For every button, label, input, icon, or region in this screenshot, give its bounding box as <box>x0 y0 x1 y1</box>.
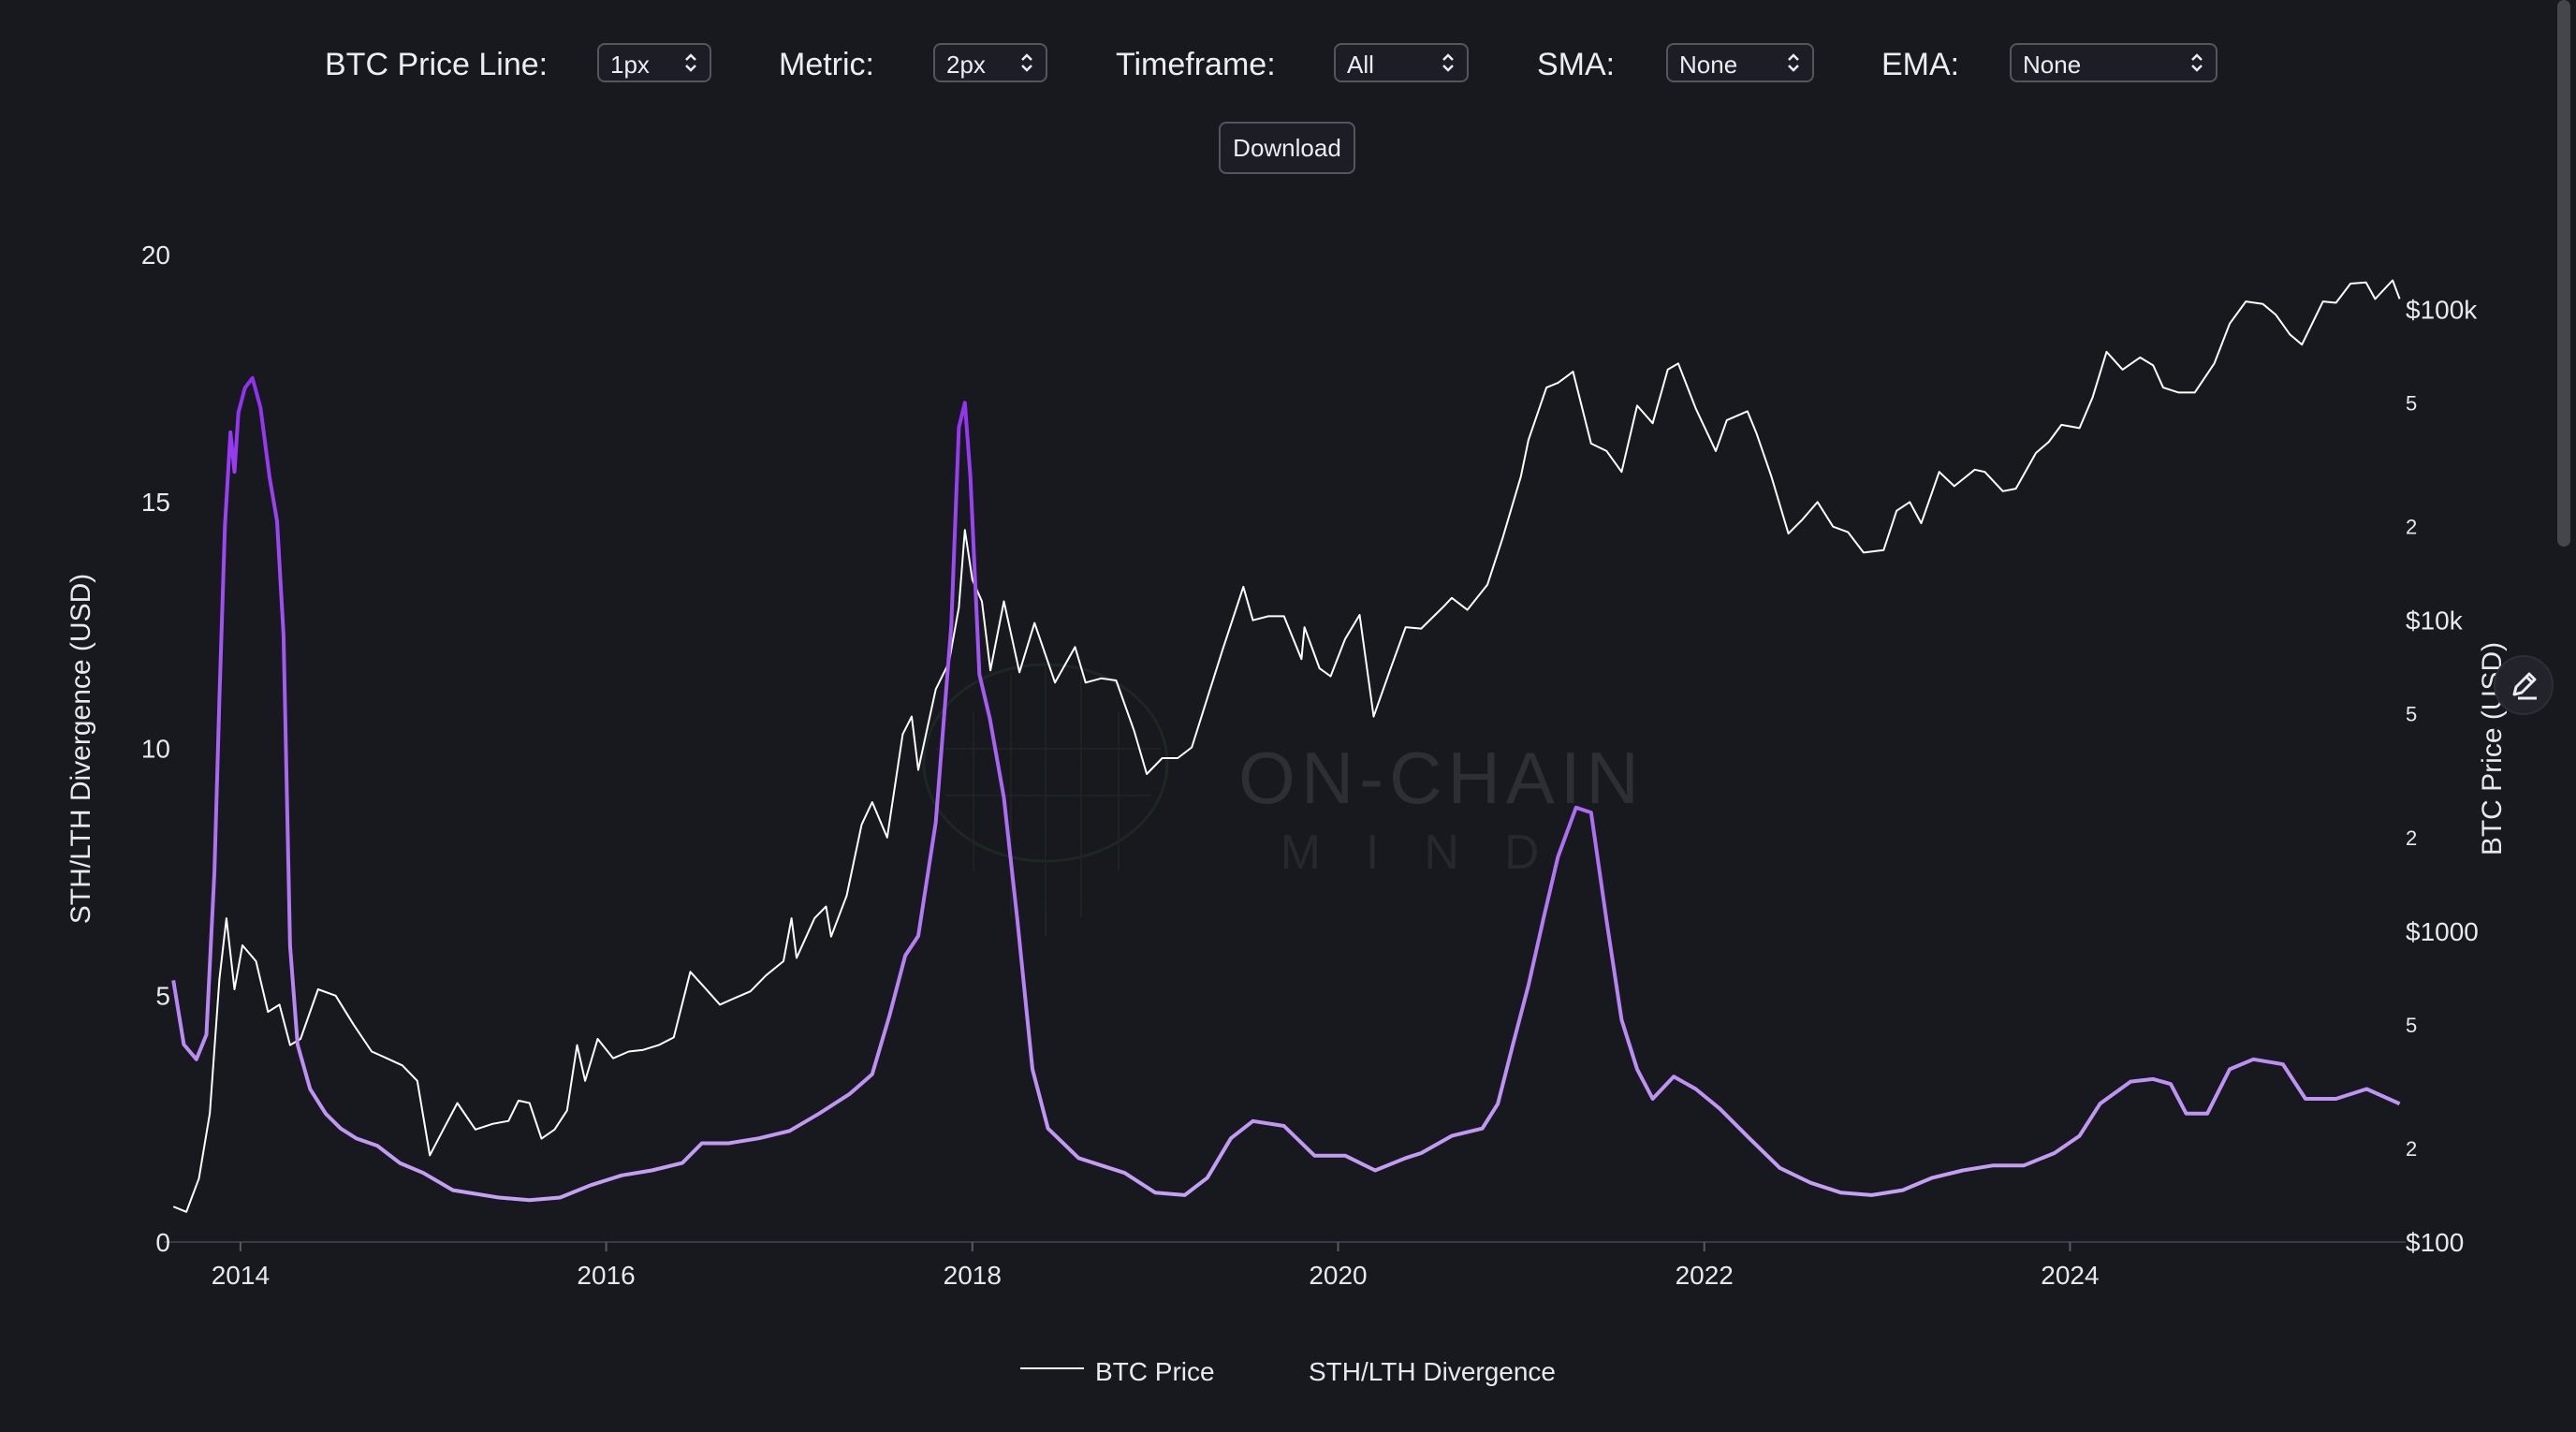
x-tick-label: 2020 <box>1309 1261 1367 1290</box>
btc-price-line-label: BTC Price Line: <box>325 47 549 82</box>
x-axis: 2014 2016 2018 2020 2022 2024 <box>212 1242 2100 1290</box>
scrollbar[interactable] <box>2557 0 2570 547</box>
pencil-icon <box>2512 672 2537 700</box>
y2-tick-label: $1000 <box>2406 917 2479 946</box>
y-tick-label: 0 <box>155 1228 170 1257</box>
series-divergence-line <box>171 375 2401 1203</box>
x-tick-label: 2024 <box>2041 1261 2099 1290</box>
y-tick-label: 5 <box>155 981 170 1010</box>
btc-price-line-value: 1px <box>610 51 650 79</box>
timeframe-value: All <box>1347 51 1374 79</box>
sma-value: None <box>1679 51 1738 79</box>
y-axis-left-title: STH/LTH Divergence (USD) <box>66 574 96 925</box>
watermark: ON-CHAIN MIND <box>922 663 1645 936</box>
y-tick-label: 15 <box>141 488 170 517</box>
y2-tick-label: $100k <box>2406 295 2478 324</box>
legend: BTC Price STH/LTH Divergence <box>1020 1357 1556 1386</box>
watermark-line2: MIND <box>1281 826 1585 880</box>
y2-tick-label: 2 <box>2406 826 2417 850</box>
x-tick-label: 2014 <box>212 1261 270 1290</box>
x-tick-label: 2016 <box>577 1261 635 1290</box>
btc-price-line-select[interactable]: 1px <box>597 43 711 82</box>
y2-tick-label: $100 <box>2406 1228 2464 1257</box>
ema-select[interactable]: None <box>2010 43 2217 82</box>
y-axis-left: 0 5 10 15 20 <box>141 241 170 1257</box>
y2-tick-label: 2 <box>2406 516 2417 539</box>
timeframe-label: Timeframe: <box>1116 47 1276 82</box>
select-arrows-icon <box>1788 53 1799 72</box>
y-tick-label: 20 <box>141 241 170 270</box>
legend-btc-price-label[interactable]: BTC Price <box>1095 1357 1215 1386</box>
ema-label: EMA: <box>1881 47 1960 82</box>
y2-tick-label: $10k <box>2406 606 2464 636</box>
metric-select[interactable]: 2px <box>933 43 1047 82</box>
watermark-line1: ON-CHAIN <box>1238 737 1645 819</box>
y-axis-right: $100 2 5 $1000 2 5 $10k 2 5 $100k <box>2406 295 2479 1257</box>
controls-bar: BTC Price Line: 1px Metric: 2px Timefram… <box>0 41 2576 90</box>
select-arrows-icon <box>2191 53 2203 72</box>
y2-tick-label: 2 <box>2406 1137 2417 1161</box>
series-btc-price-line <box>172 279 2401 1213</box>
download-button[interactable]: Download <box>1219 122 1355 174</box>
legend-divergence-label[interactable]: STH/LTH Divergence <box>1309 1357 1556 1386</box>
select-arrows-icon <box>1442 53 1454 72</box>
brain-logo-icon <box>922 663 1169 936</box>
series-layer <box>171 279 2401 1213</box>
x-tick-label: 2022 <box>1676 1261 1734 1290</box>
sma-select[interactable]: None <box>1666 43 1814 82</box>
x-tick-label: 2018 <box>944 1261 1002 1290</box>
ema-value: None <box>2023 51 2082 79</box>
y2-tick-label: 5 <box>2406 391 2417 415</box>
select-arrows-icon <box>1021 53 1032 72</box>
y2-tick-label: 5 <box>2406 703 2417 726</box>
metric-value: 2px <box>946 51 986 79</box>
timeframe-select[interactable]: All <box>1334 43 1469 82</box>
metric-label: Metric: <box>779 47 874 82</box>
y-tick-label: 10 <box>141 735 170 764</box>
select-arrows-icon <box>685 53 696 72</box>
sma-label: SMA: <box>1537 47 1616 82</box>
edit-button[interactable] <box>2494 655 2554 715</box>
y2-tick-label: 5 <box>2406 1014 2417 1037</box>
